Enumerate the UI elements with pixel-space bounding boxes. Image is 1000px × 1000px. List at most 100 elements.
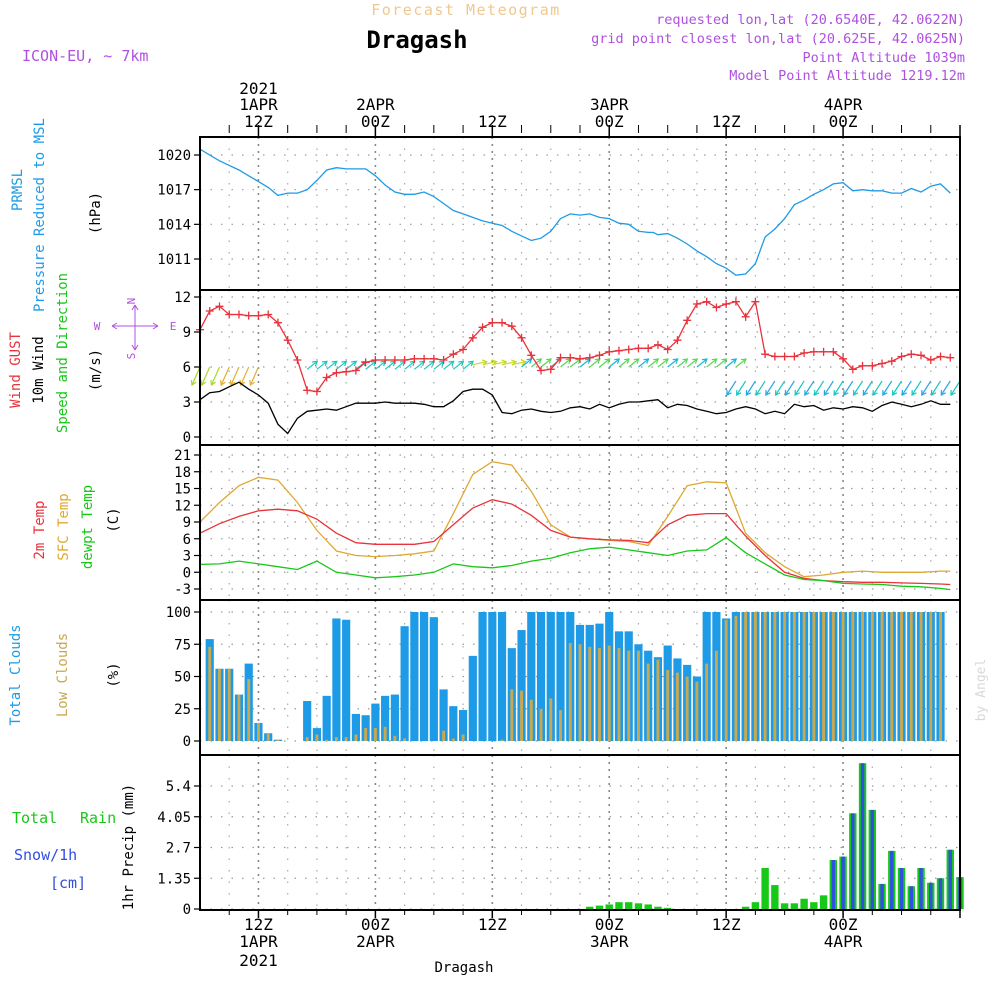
wind-label-unit: (m/s) — [88, 349, 104, 391]
wind-arrow — [413, 360, 425, 370]
temperature-grid — [200, 445, 961, 600]
wind-arrow-head — [921, 389, 927, 396]
wind-arrow — [423, 360, 435, 370]
wind-arrow — [608, 358, 620, 368]
low-cloud-bar — [802, 612, 806, 741]
low-cloud-bar — [831, 612, 835, 741]
low-cloud-bar — [714, 650, 718, 741]
wind-grid — [200, 290, 961, 445]
total-cloud-bar — [527, 612, 536, 741]
gust-marker — [488, 318, 497, 327]
requested-location: requested lon,lat (20.6540E, 42.0622N) — [656, 12, 965, 28]
gust-marker — [634, 344, 643, 353]
wind-arrow — [686, 358, 698, 368]
clouds-ytick-label: 75 — [174, 637, 191, 653]
wind-arrow — [394, 360, 406, 370]
gust-marker — [322, 373, 331, 382]
wind-arrow — [921, 380, 932, 396]
top-axis-day: 1APR — [239, 95, 278, 114]
gust-marker — [312, 387, 321, 396]
low-cloud-bar — [685, 676, 689, 741]
total-cloud-bar — [410, 612, 419, 741]
gust-marker — [936, 352, 945, 361]
bottom-axis-day: 1APR — [239, 932, 278, 951]
wind-arrow — [882, 380, 893, 396]
wind-arrow-head — [321, 360, 328, 367]
wind-arrow — [521, 358, 532, 368]
wind-arrow-head — [950, 389, 956, 396]
gust-marker — [926, 356, 935, 364]
wind-arrow-head — [200, 379, 207, 387]
temperature-ytick-label: 18 — [174, 465, 191, 481]
low-cloud-bar — [783, 612, 787, 741]
gust-marker — [848, 365, 857, 374]
pressure-label-msl: Pressure Reduced to MSL — [32, 118, 48, 312]
low-cloud-bar — [851, 612, 855, 741]
gust-marker — [614, 346, 623, 355]
wind-arrow-head — [745, 389, 752, 396]
top-axis-hour: 12Z — [478, 112, 507, 131]
wind-arrow-head — [823, 389, 830, 396]
low-cloud-bar — [227, 668, 231, 741]
low-cloud-bar — [276, 739, 280, 741]
wind-arrow-head — [672, 358, 679, 364]
gust-marker — [566, 353, 575, 362]
wind-arrow — [492, 361, 507, 366]
wind-arrow — [950, 380, 961, 396]
sfc-temp-line — [199, 461, 951, 578]
wind-arrow — [745, 380, 756, 396]
gust-line — [199, 299, 951, 393]
wind-arrow — [901, 380, 912, 396]
wind-arrow-head — [721, 358, 728, 364]
watermark: by Angel — [974, 659, 989, 722]
wind-arrow-head — [872, 389, 878, 396]
snow-bar — [841, 856, 845, 909]
total-cloud-bar — [371, 703, 380, 741]
low-cloud-bar — [334, 737, 338, 741]
precipitation-ytick-label: 2.7 — [166, 841, 191, 857]
total-cloud-bar — [303, 701, 312, 741]
wind-arrow-head — [731, 358, 738, 364]
wind-arrow — [569, 358, 581, 368]
wind-arrow — [765, 380, 776, 396]
bottom-axis-day: 2APR — [356, 932, 395, 951]
low-cloud-bar — [890, 612, 894, 741]
wind-arrow-head — [331, 360, 338, 367]
gust-marker — [381, 356, 390, 364]
low-cloud-bar — [695, 681, 699, 741]
temperature-ytick-label: 3 — [183, 549, 191, 565]
bottom-axis-hour: 00Z — [595, 915, 624, 934]
wind-ytick-label: 12 — [174, 290, 191, 306]
gust-marker — [712, 303, 721, 312]
pressure-frame — [199, 136, 961, 291]
total-cloud-bar — [536, 612, 546, 741]
model-altitude: Model Point Altitude 1219.12m — [729, 68, 965, 84]
snow-bar — [870, 809, 875, 909]
gust-marker — [225, 310, 234, 319]
low-cloud-bar — [929, 612, 933, 741]
rain-bar — [654, 906, 662, 909]
gust-marker — [907, 350, 916, 359]
low-cloud-bar — [266, 733, 270, 741]
temperature-ytick-label: 12 — [174, 498, 191, 514]
wind-arrow — [306, 360, 318, 370]
wind-arrow — [404, 360, 415, 370]
gust-marker — [741, 312, 750, 321]
snow-bar — [860, 763, 865, 909]
wind-arrow-head — [468, 360, 475, 367]
top-axis-day: 4APR — [824, 95, 863, 114]
gust-marker — [819, 347, 828, 356]
gust-marker — [351, 366, 360, 375]
wind-arrow — [384, 360, 396, 370]
compass-arrows — [111, 304, 159, 351]
top-axis-hour: 00Z — [361, 112, 390, 131]
low-cloud-bar — [588, 646, 592, 741]
wind-arrow-head — [448, 360, 455, 367]
total-cloud-bar — [458, 710, 468, 741]
total-cloud-bar — [517, 630, 526, 741]
wind-arrow — [589, 358, 601, 368]
wind-arrow-head — [220, 379, 226, 387]
wind-arrow-head — [701, 358, 708, 364]
low-cloud-bar — [529, 699, 533, 741]
